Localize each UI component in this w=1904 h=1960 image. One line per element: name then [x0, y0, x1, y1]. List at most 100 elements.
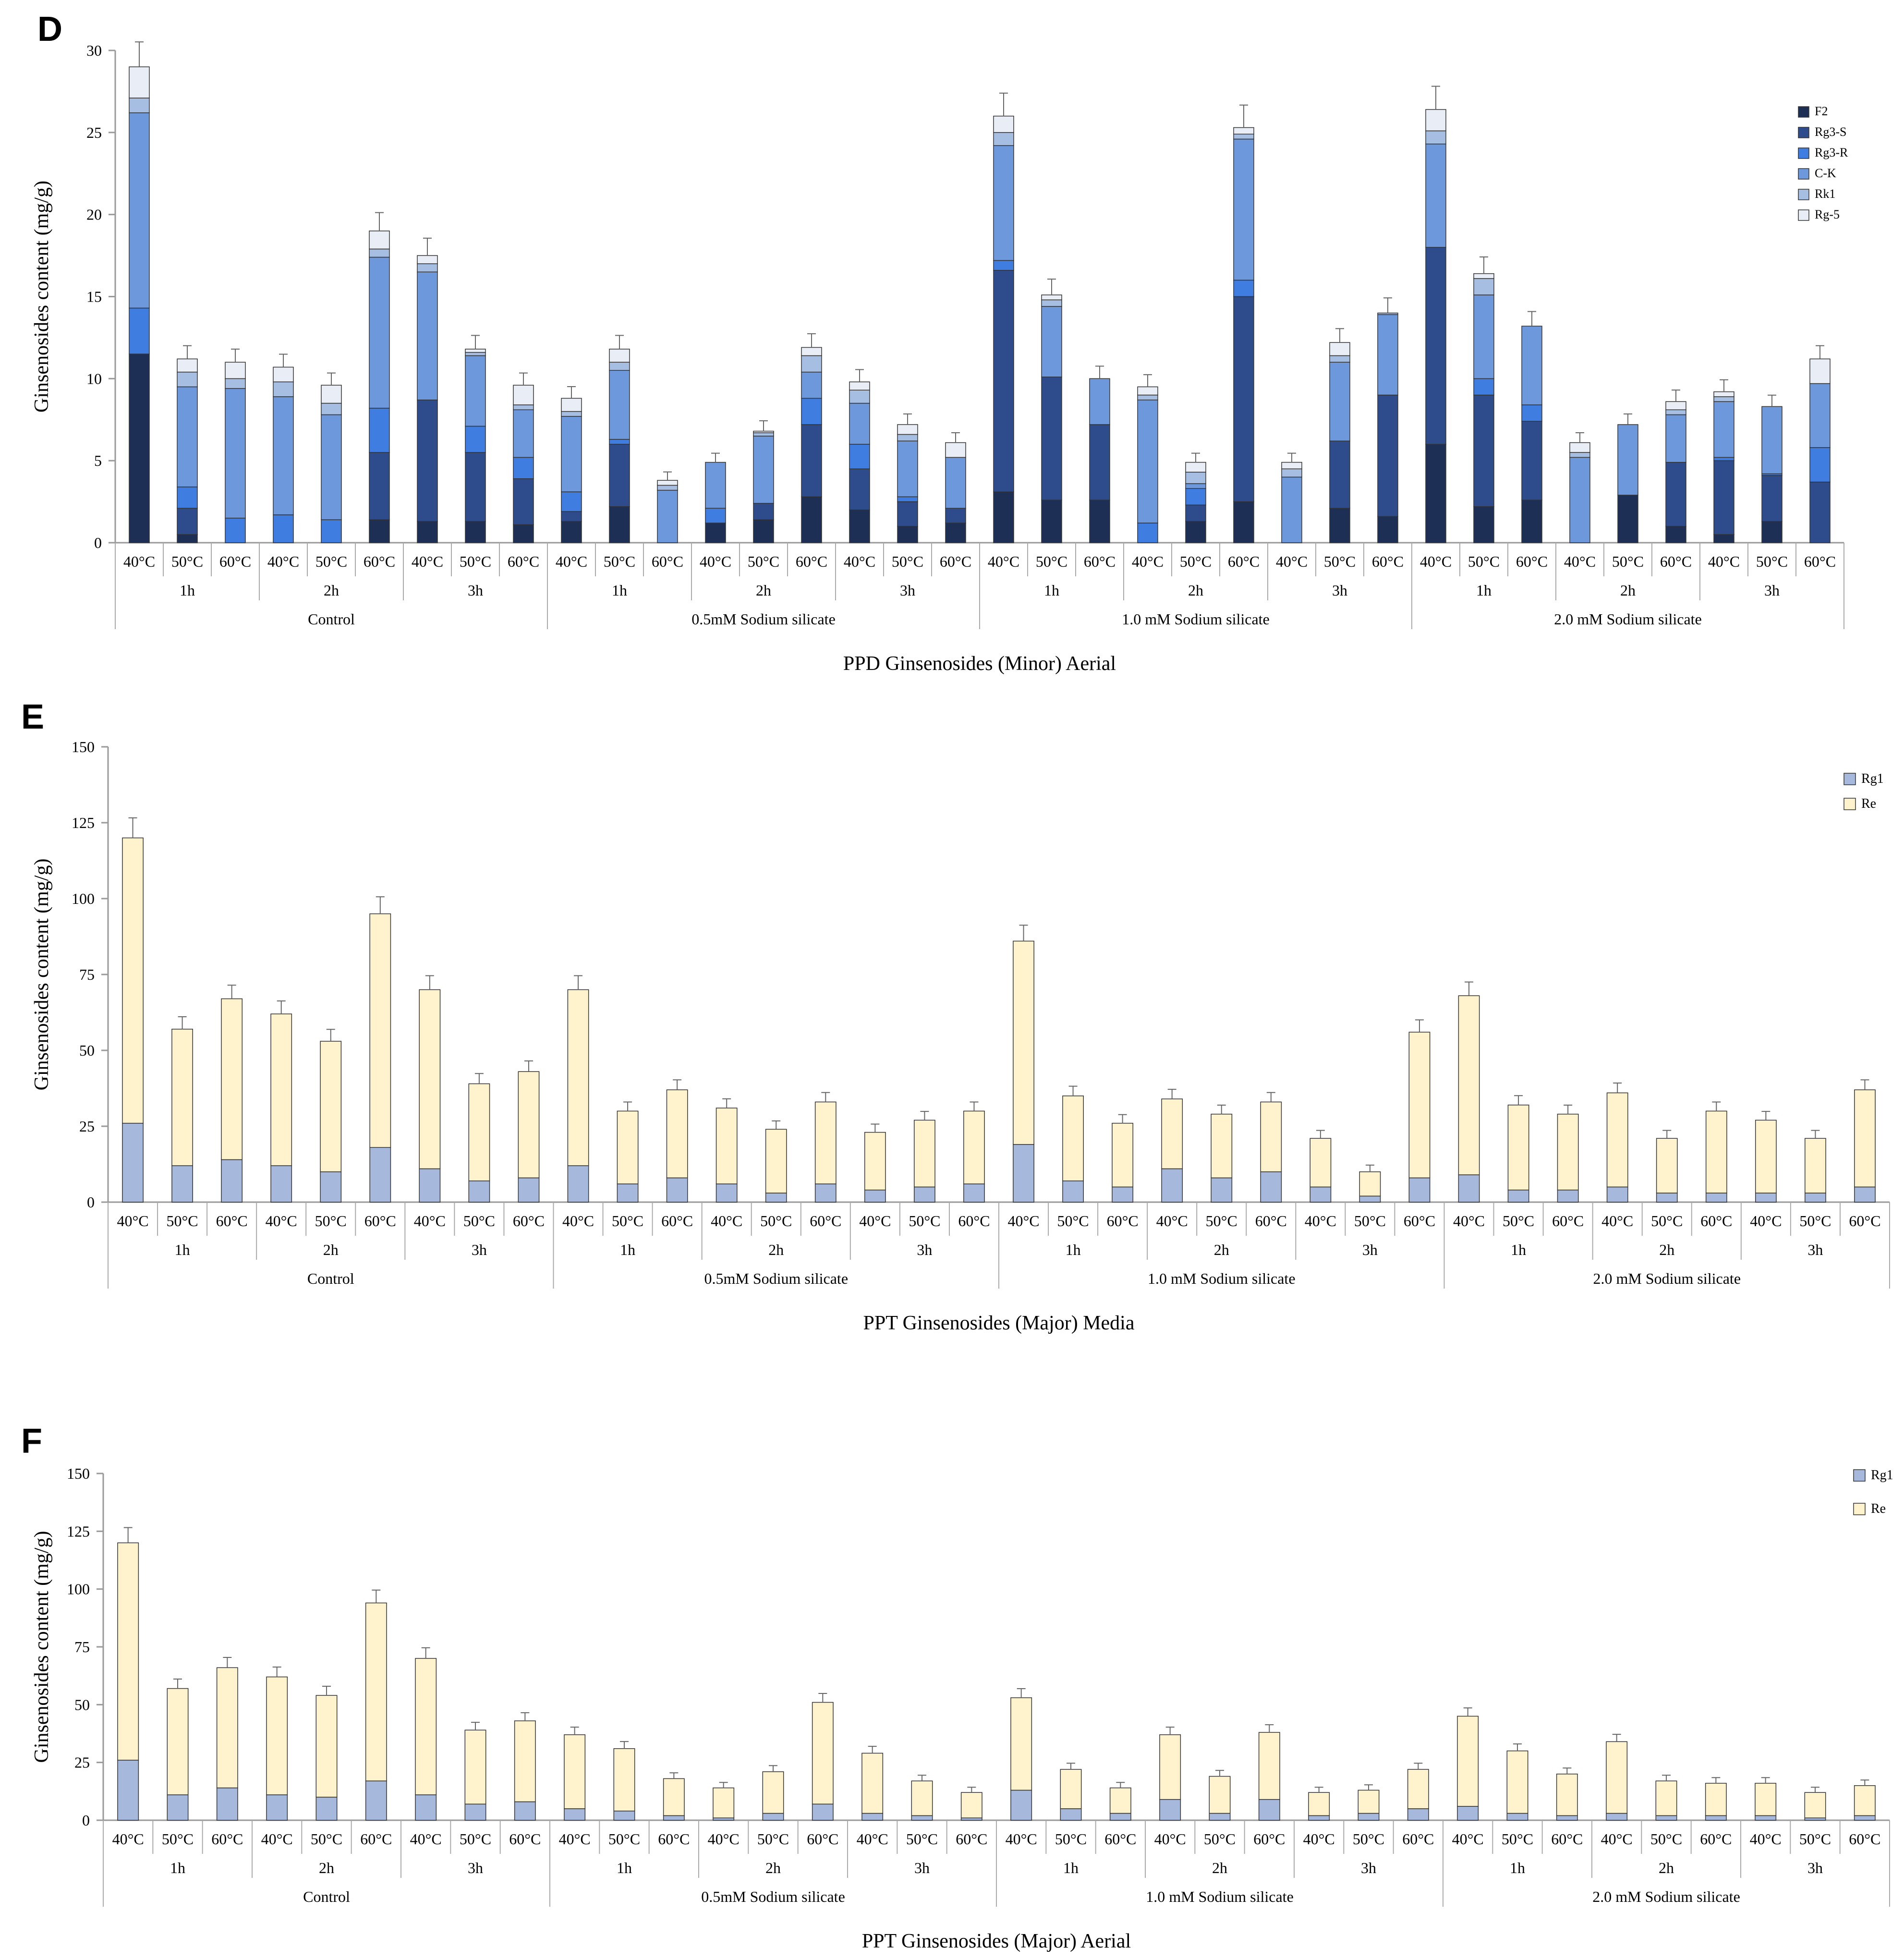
y-tick-label: 75 [79, 966, 95, 983]
bar-segment-re [468, 1083, 490, 1181]
bar-segment-c-k [801, 371, 822, 399]
temp-label: 60°C [1372, 553, 1404, 570]
bar-segment-rg-5 [1809, 358, 1831, 384]
bar-segment-rg1 [1854, 1186, 1876, 1203]
temp-label: 50°C [315, 1212, 347, 1230]
bar-segment-rg-5 [321, 385, 342, 404]
bar-segment-c-k [1185, 483, 1206, 489]
temp-label: 40°C [988, 553, 1019, 570]
y-tick-label: 30 [86, 42, 102, 59]
bar-segment-rg1 [963, 1183, 985, 1203]
time-label: 3h [914, 1859, 930, 1876]
bar-segment-f2 [1233, 501, 1254, 543]
temp-label: 40°C [556, 553, 587, 570]
bar-segment-c-k [609, 370, 630, 440]
y-tick-label: 20 [86, 206, 102, 223]
time-label: 2h [323, 1241, 339, 1258]
bar-segment-re [1507, 1105, 1529, 1191]
bar-segment-f2 [129, 353, 150, 543]
bar-segment-re [369, 913, 391, 1148]
temp-label: 40°C [123, 553, 155, 570]
time-label: 3h [1764, 582, 1780, 599]
temp-label: 60°C [1255, 1212, 1287, 1230]
temp-label: 50°C [757, 1830, 789, 1848]
time-label: 1h [1063, 1859, 1079, 1876]
bar-segment-rg1 [1211, 1177, 1233, 1203]
bar-segment-rg1 [365, 1780, 387, 1821]
y-tick-label: 15 [86, 288, 102, 305]
bar-segment-re [666, 1089, 688, 1179]
time-label: 1h [617, 1859, 632, 1876]
bar-segment-rg3-r [129, 307, 150, 354]
time-label: 1h [1510, 1859, 1525, 1876]
bar-segment-rg3-s [801, 424, 822, 498]
time-label: 2h [1212, 1859, 1227, 1876]
bar-segment-re [1112, 1122, 1134, 1188]
bar-segment-rg3-s [1665, 462, 1686, 527]
group-label: 0.5mM Sodium silicate [691, 610, 836, 628]
temp-label: 60°C [211, 1830, 243, 1848]
temp-label: 40°C [844, 553, 875, 570]
temp-label: 50°C [1799, 1830, 1831, 1848]
bar-segment-re [518, 1071, 540, 1179]
bar-segment-re [167, 1688, 189, 1795]
time-label: 2h [319, 1859, 334, 1876]
bar-segment-re [315, 1695, 338, 1798]
bar-segment-re [1854, 1785, 1876, 1816]
time-label: 3h [1807, 1241, 1823, 1258]
x-axis-label: PPT Ginsenosides (Major) Media [863, 1312, 1134, 1334]
temp-label: 50°C [604, 553, 635, 570]
chart-panel-e: 0 25 50 75 100 125 150 Ginsenosides content (mg… [31, 738, 1890, 1334]
bar-segment-re [1211, 1113, 1233, 1179]
bar-segment-re [1656, 1138, 1678, 1193]
legend-entry: Rg1 [1871, 1468, 1893, 1483]
bar-segment-f2 [1377, 516, 1398, 543]
y-tick-label: 0 [94, 534, 102, 551]
legend-swatch [1798, 127, 1809, 138]
bar-segment-re [1161, 1098, 1183, 1169]
bar-segment-rg3-s [993, 270, 1014, 492]
temp-label: 50°C [1756, 553, 1788, 570]
bar-segment-rg1 [1010, 1790, 1032, 1821]
bar-segment-re [1458, 995, 1480, 1175]
bar-segment-re [1109, 1787, 1131, 1814]
bar-segment-rg-5 [1233, 127, 1254, 135]
bar-segment-rg1 [1209, 1813, 1231, 1821]
bar-segment-rg1 [1557, 1189, 1579, 1203]
bar-segment-re [221, 998, 243, 1160]
y-tick-label: 150 [67, 1465, 90, 1482]
time-label: 1h [1044, 582, 1059, 599]
bar-segment-f2 [177, 534, 198, 543]
temp-label: 50°C [162, 1830, 194, 1848]
bar-segment-rg1 [1359, 1195, 1381, 1203]
bar-segment-re [713, 1787, 735, 1818]
time-label: 3h [468, 1859, 483, 1876]
bar-segment-f2 [705, 523, 726, 543]
group-label: Control [303, 1888, 350, 1905]
bar-segment-rk1 [1665, 409, 1686, 415]
bar-segment-re [419, 989, 441, 1169]
bar-segment-rg1 [1507, 1189, 1529, 1203]
bar-segment-rg3-s [753, 503, 774, 520]
bar-segment-rk1 [801, 355, 822, 373]
time-label: 1h [175, 1241, 190, 1258]
time-label: 2h [768, 1241, 784, 1258]
y-tick-label: 25 [74, 1754, 90, 1771]
bar-segment-rg3-s [561, 511, 582, 522]
bar-segment-rg3-s [417, 400, 438, 522]
temp-label: 60°C [658, 1830, 690, 1848]
bar-segment-rg3-s [1521, 421, 1542, 500]
bar-segment-rg3-s [897, 501, 918, 527]
bar-segment-re [1705, 1783, 1727, 1816]
bar-segment-re [1606, 1092, 1628, 1188]
bar-segment-re [716, 1108, 738, 1184]
bar-segment-c-k [1233, 138, 1254, 281]
temp-label: 40°C [1305, 1212, 1336, 1230]
bar-segment-rg3-r [273, 514, 294, 543]
temp-label: 40°C [711, 1212, 742, 1230]
legend-swatch [1843, 773, 1856, 785]
legend-swatch [1798, 209, 1809, 221]
time-label: 3h [468, 582, 483, 599]
bar-segment-rg1 [1606, 1813, 1628, 1821]
